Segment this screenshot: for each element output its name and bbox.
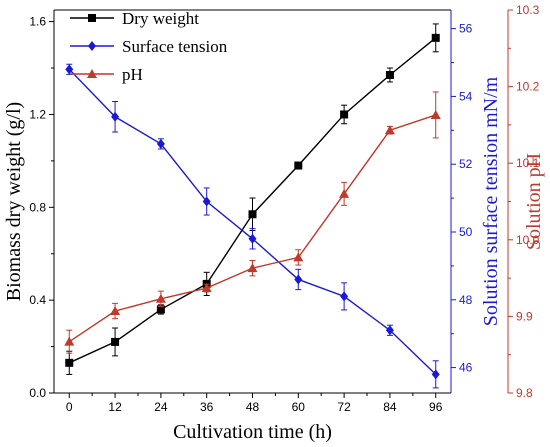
- x-tick-label: 84: [383, 400, 397, 414]
- left-tick-label: 1.6: [29, 15, 46, 29]
- ph-tick-label: 10.2: [516, 80, 540, 94]
- ph-tick-label: 10.3: [516, 3, 540, 17]
- x-tick-label: 12: [108, 400, 122, 414]
- surface-tension-tick-label: 54: [459, 89, 473, 103]
- data-point: [202, 196, 211, 207]
- surface-tension-tick-label: 56: [459, 22, 473, 36]
- left-tick-label: 0.8: [29, 200, 46, 214]
- data-point: [293, 252, 304, 262]
- legend-label: Surface tension: [122, 37, 228, 56]
- x-tick-label: 96: [429, 400, 443, 414]
- x-tick-label: 60: [292, 400, 306, 414]
- series-ph: [64, 91, 441, 354]
- data-point: [294, 161, 303, 170]
- surface-tension-tick-label: 52: [459, 157, 473, 171]
- legend-marker: [88, 14, 96, 22]
- left-axis-title: Biomass dry weight (g/l): [3, 102, 25, 301]
- data-point: [339, 188, 350, 198]
- legend-marker: [88, 41, 96, 51]
- legend: Dry weight Surface tension pH: [70, 9, 228, 84]
- surface-tension-tick-label: 48: [459, 293, 473, 307]
- data-point: [65, 64, 74, 75]
- ph-axis-title: Solution pH: [523, 153, 545, 250]
- data-point: [431, 33, 440, 42]
- x-tick-label: 36: [200, 400, 214, 414]
- data-point: [431, 369, 440, 380]
- x-tick-label: 48: [246, 400, 260, 414]
- ph-tick-label: 9.8: [516, 386, 533, 400]
- data-point: [156, 305, 165, 314]
- x-tick-label: 24: [154, 400, 168, 414]
- data-point: [294, 274, 303, 285]
- data-point: [156, 138, 165, 149]
- left-tick-label: 1.2: [29, 107, 46, 121]
- surface-tension-axis-title: Solution surface tension mN/m: [480, 76, 502, 326]
- data-point: [201, 283, 212, 293]
- data-point: [248, 210, 257, 219]
- left-tick-label: 0.0: [29, 386, 46, 400]
- x-tick-label: 0: [66, 400, 73, 414]
- data-point: [65, 358, 74, 367]
- ph-tick-label: 9.9: [516, 309, 533, 323]
- data-point: [385, 325, 394, 336]
- ph-tick-label: 10.0: [516, 233, 540, 247]
- data-point: [111, 337, 120, 346]
- series-dry-weight: [65, 23, 440, 375]
- data-point: [155, 293, 166, 303]
- data-point: [64, 336, 75, 346]
- data-point: [110, 306, 121, 316]
- ph-tick-label: 10.1: [516, 156, 540, 170]
- left-tick-label: 0.4: [29, 293, 46, 307]
- x-axis-title: Cultivation time (h): [173, 421, 332, 443]
- data-point: [430, 109, 441, 119]
- legend-marker: [87, 69, 97, 78]
- data-point: [111, 111, 120, 122]
- surface-tension-tick-label: 46: [459, 361, 473, 375]
- legend-label: Dry weight: [122, 9, 199, 28]
- surface-tension-tick-label: 50: [459, 225, 473, 239]
- data-point: [340, 291, 349, 302]
- data-point: [340, 110, 349, 119]
- data-point: [247, 263, 258, 273]
- data-point: [384, 125, 395, 135]
- x-tick-label: 72: [337, 400, 351, 414]
- data-point: [385, 70, 394, 79]
- legend-label: pH: [122, 65, 143, 84]
- series-surface-tension: [65, 63, 440, 389]
- data-point: [248, 233, 257, 244]
